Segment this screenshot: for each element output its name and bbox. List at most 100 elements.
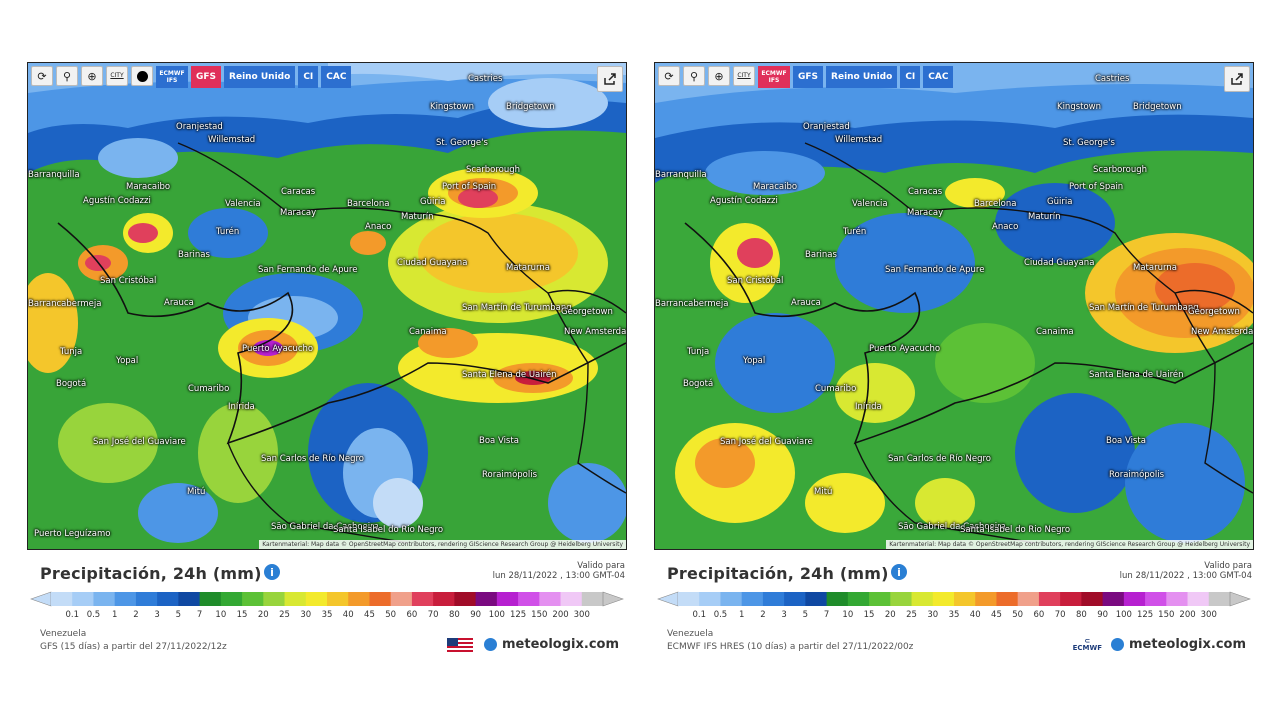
city-toggle-button[interactable]: CITY bbox=[106, 66, 128, 86]
zoom-button[interactable]: ⊕ bbox=[81, 66, 103, 86]
model-tab-reino-unido[interactable]: Reino Unido bbox=[224, 66, 296, 88]
zoom-button[interactable]: ⊕ bbox=[708, 66, 730, 86]
model-tab-gfs[interactable]: GFS bbox=[191, 66, 222, 88]
legend-arrow-right bbox=[1229, 591, 1251, 607]
place-label: São Gabriel da Cachoeira bbox=[898, 522, 1006, 532]
legend-bar bbox=[30, 591, 624, 607]
location-button[interactable]: ⚲ bbox=[56, 66, 78, 86]
place-label: Maturín bbox=[401, 212, 434, 222]
refresh-button[interactable]: ⟳ bbox=[31, 66, 53, 86]
place-label: Mitú bbox=[187, 487, 206, 497]
place-label: Puerto Ayacucho bbox=[869, 344, 941, 354]
ecmwf-map-toolbar: ⟳ ⚲ ⊕ CITY ECMWF IFS GFS Reino Unido CI … bbox=[658, 66, 954, 88]
place-label: São Gabriel da Cachoeira bbox=[271, 522, 379, 532]
place-label: Maracay bbox=[280, 208, 317, 218]
legend-swatch bbox=[305, 592, 328, 606]
place-label: Santa Elena de Uairén bbox=[462, 370, 557, 380]
chart-title: Precipitación, 24h (mm) bbox=[40, 564, 262, 583]
place-label: Bridgetown bbox=[1133, 102, 1182, 112]
place-label: Barranquilla bbox=[655, 170, 707, 180]
location-pin-icon: ⚲ bbox=[62, 69, 72, 83]
brand-name[interactable]: meteologix.com bbox=[1129, 637, 1246, 652]
refresh-icon: ⟳ bbox=[37, 69, 47, 83]
place-label: Oranjestad bbox=[803, 122, 850, 132]
legend-tick-label: 80 bbox=[1075, 610, 1087, 620]
share-button[interactable] bbox=[597, 66, 623, 92]
info-icon[interactable]: i bbox=[264, 564, 280, 580]
model-tab-ci[interactable]: CI bbox=[298, 66, 319, 88]
model-tab-cac[interactable]: CAC bbox=[321, 66, 352, 88]
ecmwf-precip-field bbox=[655, 63, 1253, 549]
place-label: Oranjestad bbox=[176, 122, 223, 132]
map-attribution: Kartenmaterial: Map data © OpenStreetMap… bbox=[259, 540, 626, 549]
gfs-precip-map[interactable]: ⟳ ⚲ ⊕ CITY ECMWF IFS GFS Reino Unido CI … bbox=[27, 62, 627, 550]
model-tab-reino-unido[interactable]: Reino Unido bbox=[826, 66, 898, 88]
region-label: Venezuela bbox=[667, 629, 714, 639]
place-label: Barinas bbox=[805, 250, 837, 260]
place-label: Castries bbox=[1095, 74, 1130, 84]
city-label: CITY bbox=[737, 72, 751, 79]
ecmwf-panel: ⟳ ⚲ ⊕ CITY ECMWF IFS GFS Reino Unido CI … bbox=[654, 0, 1254, 720]
legend-tick-label: 45 bbox=[991, 610, 1002, 620]
legend-tick-label: 35 bbox=[948, 610, 960, 620]
place-label: Boa Vista bbox=[1106, 436, 1146, 446]
legend-swatch bbox=[741, 592, 764, 606]
share-icon bbox=[604, 73, 616, 85]
location-button[interactable]: ⚲ bbox=[683, 66, 705, 86]
legend-swatch bbox=[539, 592, 562, 606]
place-label: St. George's bbox=[436, 138, 488, 148]
legend-tick-label: 20 bbox=[257, 610, 269, 620]
place-label: Agustín Codazzi bbox=[710, 196, 778, 206]
legend-tick-label: 40 bbox=[969, 610, 981, 620]
place-label: San Martín de Turumbang bbox=[462, 303, 572, 313]
legend-swatch bbox=[369, 592, 392, 606]
place-label: San José del Guaviare bbox=[93, 437, 186, 447]
place-label: Arauca bbox=[164, 298, 194, 308]
refresh-button[interactable]: ⟳ bbox=[658, 66, 680, 86]
legend-tick-label: 90 bbox=[470, 610, 482, 620]
legend-tick-label: 125 bbox=[509, 610, 527, 620]
city-toggle-button[interactable]: CITY bbox=[733, 66, 755, 86]
legend-tick-label: 200 bbox=[1179, 610, 1196, 620]
dark-mode-button[interactable] bbox=[131, 66, 153, 86]
place-label: Turén bbox=[216, 227, 240, 237]
ecmwf-precip-map[interactable]: ⟳ ⚲ ⊕ CITY ECMWF IFS GFS Reino Unido CI … bbox=[654, 62, 1254, 550]
place-label: New Amsterdam bbox=[1191, 327, 1254, 337]
refresh-icon: ⟳ bbox=[664, 69, 674, 83]
place-label: Georgetown bbox=[1188, 307, 1240, 317]
legend-color-scale bbox=[27, 590, 627, 608]
share-button[interactable] bbox=[1224, 66, 1250, 92]
legend-swatch bbox=[581, 592, 604, 606]
legend-tick-label: 3 bbox=[781, 610, 787, 620]
place-label: Bogotá bbox=[683, 379, 714, 389]
place-label: San Carlos de Río Negro bbox=[261, 454, 365, 464]
place-label: Valencia bbox=[225, 199, 261, 209]
info-icon[interactable]: i bbox=[891, 564, 907, 580]
legend-swatch bbox=[518, 592, 540, 606]
meteologix-logo-icon bbox=[1111, 638, 1125, 651]
place-label: Willemstad bbox=[835, 135, 883, 145]
model-tab-ecmwf[interactable]: ECMWF IFS bbox=[758, 66, 790, 88]
legend-swatch bbox=[1060, 592, 1082, 606]
model-tab-gfs[interactable]: GFS bbox=[793, 66, 824, 88]
legend-swatch bbox=[1081, 592, 1104, 606]
legend-tick-label: 5 bbox=[175, 610, 182, 620]
legend-swatch bbox=[954, 592, 976, 606]
place-label: Yopal bbox=[743, 356, 766, 366]
legend-swatch bbox=[1102, 592, 1125, 606]
model-tab-ci[interactable]: CI bbox=[900, 66, 921, 88]
legend-tick-label: 50 bbox=[385, 610, 397, 620]
legend-tick-label: 125 bbox=[1136, 610, 1154, 620]
legend-tick-label: 70 bbox=[1054, 610, 1066, 620]
legend-tick-label: 70 bbox=[427, 610, 439, 620]
model-tab-cac[interactable]: CAC bbox=[923, 66, 954, 88]
model-tab-ecmwf[interactable]: ECMWF IFS bbox=[156, 66, 188, 88]
gfs-panel: ⟳ ⚲ ⊕ CITY ECMWF IFS GFS Reino Unido CI … bbox=[27, 0, 627, 720]
brand-name[interactable]: meteologix.com bbox=[502, 637, 619, 652]
place-label: Tunja bbox=[687, 347, 710, 357]
place-label: Maracaibo bbox=[126, 182, 171, 192]
map-attribution: Kartenmaterial: Map data © OpenStreetMap… bbox=[886, 540, 1253, 549]
place-label: Barrancabermeja bbox=[28, 299, 102, 309]
place-label: Tunja bbox=[60, 347, 83, 357]
legend-tick-label: 1 bbox=[111, 610, 118, 620]
